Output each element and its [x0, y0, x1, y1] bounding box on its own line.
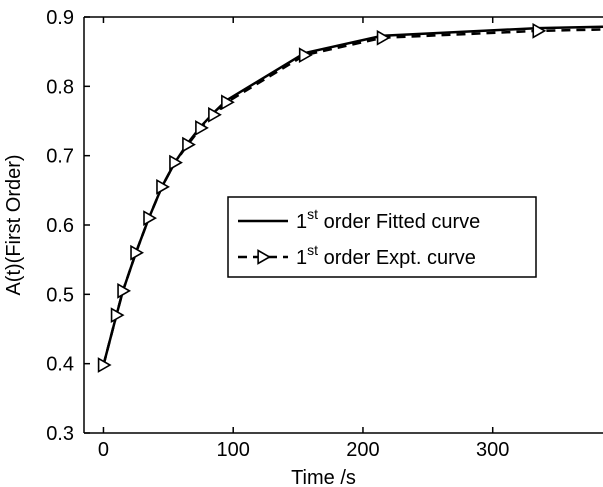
legend-label-fitted-num: 1: [296, 211, 307, 233]
series-line-0: [102, 25, 603, 366]
series-group: [97, 22, 603, 373]
legend: 1st order Fitted curve 1st order Expt. c…: [227, 196, 537, 278]
series-marker-1-3: [130, 244, 145, 261]
x-tick-label-2: 200: [346, 439, 379, 461]
series-marker-1-6: [169, 154, 183, 171]
legend-label-fitted-sup: st: [307, 206, 318, 222]
series-marker-1-5: [156, 178, 170, 195]
legend-label-expt-sup: st: [307, 242, 318, 258]
series-marker-1-8: [195, 120, 209, 136]
x-tick-label-3: 300: [476, 439, 509, 461]
legend-label-fitted: 1st order Fitted curve: [296, 206, 480, 233]
series-marker-1-13: [532, 22, 547, 39]
series-marker-1-4: [143, 210, 157, 226]
x-tick-label-0: 0: [98, 439, 109, 461]
legend-label-fitted-rest: order Fitted curve: [318, 211, 480, 233]
series-marker-1-9: [208, 106, 222, 123]
series-line-1: [102, 28, 603, 366]
legend-marker-expt: [257, 249, 272, 265]
series-marker-1-2: [117, 282, 132, 299]
series-marker-1-12: [376, 29, 391, 46]
y-tick-label-3: 0.6: [46, 215, 74, 237]
series-marker-1-11: [298, 47, 313, 64]
legend-label-expt-rest: order Expt. curve: [318, 247, 476, 269]
series-marker-1-1: [110, 307, 125, 324]
legend-label-expt: 1st order Expt. curve: [296, 242, 476, 269]
data-layer: [97, 22, 603, 373]
series-marker-1-10: [221, 94, 235, 111]
x-tick-label-1: 100: [217, 439, 250, 461]
axes-layer: 0 100 200 300 0.3 0.4 0.5 0.6 0.7 0.8 0.9: [46, 7, 603, 461]
y-tick-label-0: 0.3: [46, 423, 74, 445]
y-tick-label-5: 0.8: [46, 76, 74, 98]
y-tick-label-2: 0.5: [46, 284, 74, 306]
y-tick-label-1: 0.4: [46, 354, 74, 376]
series-marker-1-7: [182, 136, 196, 153]
y-tick-label-4: 0.7: [46, 146, 74, 168]
y-tick-label-6: 0.9: [46, 7, 74, 29]
legend-label-expt-num: 1: [296, 247, 307, 269]
x-axis-label: Time /s: [291, 467, 356, 487]
y-axis-label: A(t)(First Order): [3, 154, 25, 295]
legend-box: [227, 196, 537, 278]
series-marker-1-0: [97, 357, 112, 373]
